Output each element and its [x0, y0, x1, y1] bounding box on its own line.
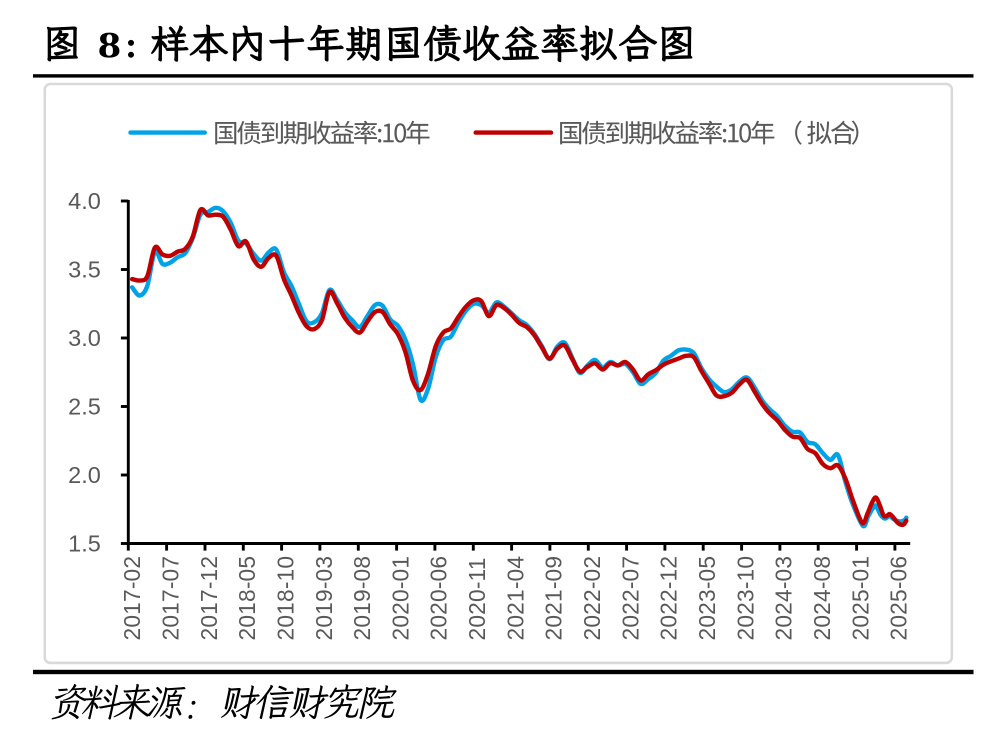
svg-text:2018-05: 2018-05	[234, 556, 260, 641]
svg-text:2.5: 2.5	[68, 393, 101, 419]
svg-text:2.0: 2.0	[68, 462, 101, 488]
svg-text:2020-01: 2020-01	[387, 556, 413, 641]
svg-text:2020-06: 2020-06	[426, 556, 452, 641]
svg-text:2023-05: 2023-05	[694, 556, 720, 641]
svg-text:2023-10: 2023-10	[732, 556, 758, 641]
svg-text:2022-12: 2022-12	[656, 556, 682, 641]
svg-text:2019-08: 2019-08	[349, 556, 375, 641]
svg-text:1.5: 1.5	[68, 530, 101, 556]
svg-text:2025-06: 2025-06	[886, 556, 912, 641]
svg-text:3.5: 3.5	[68, 256, 101, 282]
svg-text:2020-11: 2020-11	[464, 557, 490, 640]
svg-text:2017-07: 2017-07	[157, 556, 183, 641]
svg-text:4.0: 4.0	[68, 188, 101, 214]
svg-text:2017-02: 2017-02	[119, 556, 145, 641]
svg-text:2022-02: 2022-02	[579, 556, 605, 641]
svg-text:2018-10: 2018-10	[272, 556, 298, 641]
svg-text:2019-03: 2019-03	[311, 556, 337, 641]
svg-text:2017-12: 2017-12	[196, 556, 222, 641]
svg-text:2025-01: 2025-01	[847, 556, 873, 641]
svg-text:2021-09: 2021-09	[541, 556, 567, 641]
svg-text:3.0: 3.0	[68, 325, 101, 351]
svg-text:2024-08: 2024-08	[809, 556, 835, 641]
svg-text:2021-04: 2021-04	[502, 556, 528, 641]
svg-text:2024-03: 2024-03	[771, 556, 797, 641]
svg-text:2022-07: 2022-07	[617, 556, 643, 641]
